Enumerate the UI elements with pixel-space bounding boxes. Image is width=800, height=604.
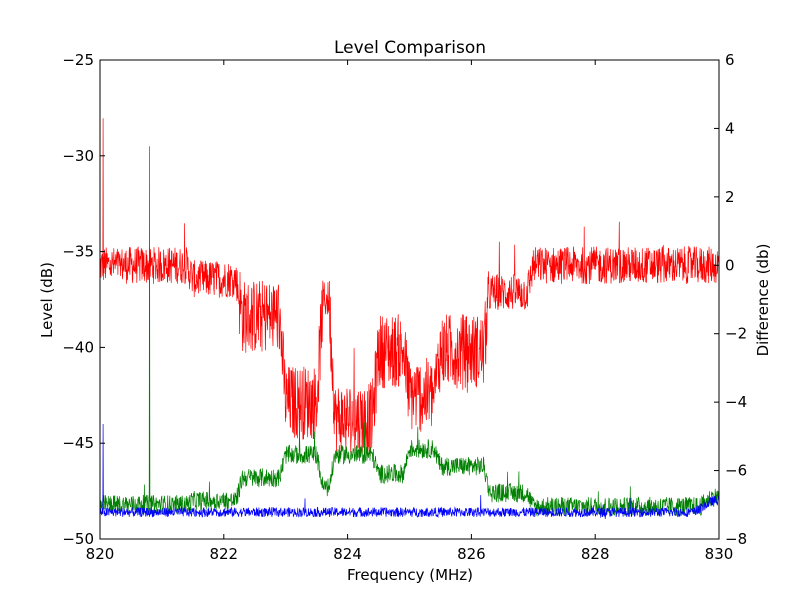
y2-tick-label: 4	[725, 119, 735, 137]
y-tick-label: −25	[62, 51, 94, 69]
series-level-a	[100, 146, 719, 517]
x-tick-label: 822	[209, 545, 238, 563]
y-tick-label: −50	[62, 530, 94, 548]
x-tick-label: 820	[86, 545, 115, 563]
plot-frame	[99, 59, 720, 540]
x-tick-label: 828	[581, 545, 610, 563]
ticks: 820 822 824 826 828 830−50−45−40−35−30−25−8−6…	[62, 51, 747, 563]
series-layer	[100, 118, 719, 519]
y2-tick-label: 2	[725, 188, 735, 206]
chart-title: Level Comparison	[334, 38, 486, 58]
y-tick-label: −40	[62, 338, 94, 356]
y2-tick-label: −6	[725, 462, 747, 480]
series-difference	[100, 118, 719, 457]
y-tick-label: −30	[62, 147, 94, 165]
y-axis-label: Level (dB)	[38, 262, 56, 338]
x-axis-label: Frequency (MHz)	[347, 566, 473, 584]
y2-tick-label: −2	[725, 325, 747, 343]
y2-tick-label: −8	[725, 530, 747, 548]
y-tick-label: −45	[62, 434, 94, 452]
y2-tick-label: 6	[725, 51, 735, 69]
y2-axis-label: Difference (db)	[754, 244, 772, 357]
series-level-b	[100, 423, 719, 519]
x-tick-label: 824	[333, 545, 362, 563]
y2-tick-label: 0	[725, 256, 735, 274]
y-tick-label: −35	[62, 243, 94, 261]
y2-tick-label: −4	[725, 393, 747, 411]
x-tick-label: 830	[705, 545, 734, 563]
x-tick-label: 826	[457, 545, 486, 563]
